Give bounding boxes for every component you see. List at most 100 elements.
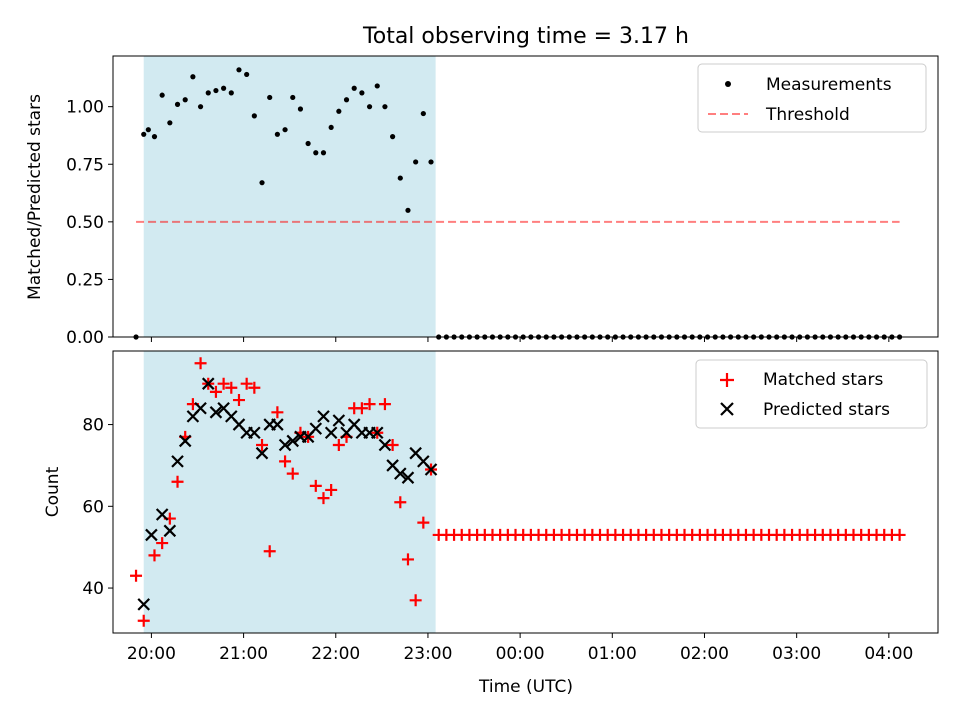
legend-frame: [695, 359, 928, 429]
panel-ratio-frame: [112, 55, 939, 338]
measurement-point: [374, 83, 380, 89]
legend-label-predicted: Predicted stars: [763, 400, 890, 420]
observing-window-shade: [143, 351, 436, 633]
y-tick-label: 0.50: [66, 213, 104, 233]
panel-counts-legend: Matched stars Predicted stars: [695, 359, 928, 429]
measurement-point: [228, 90, 234, 96]
predicted-star-point: [378, 438, 392, 452]
measurement-point: [282, 127, 288, 133]
measurement-point: [397, 175, 403, 181]
matched-star-point: [130, 569, 143, 582]
matched-star-point: [286, 467, 299, 480]
measurement-point: [290, 94, 296, 101]
matched-star-point: [256, 439, 269, 451]
measurement-point: [145, 127, 151, 133]
matched-star-point: [248, 381, 261, 394]
x-tick-label: 21:00: [219, 644, 268, 664]
legend-label-measurements: Measurements: [766, 75, 892, 95]
measurement-point: [405, 207, 411, 213]
measurement-point: [313, 150, 319, 156]
measurement-point: [213, 87, 219, 94]
legend-frame: [697, 63, 927, 133]
measurement-point: [159, 92, 165, 98]
measurement-point: [244, 71, 250, 78]
legend-label-threshold: Threshold: [765, 105, 850, 125]
panel-counts-ylabel: Count: [43, 466, 63, 517]
matched-star-point: [325, 483, 338, 496]
y-tick-label: 0.00: [66, 328, 104, 348]
observing-window-shade: [143, 56, 436, 337]
matched-star-point: [386, 439, 399, 451]
predicted-star-point: [370, 426, 384, 440]
measurement-point: [182, 97, 188, 103]
y-tick-label: 0.25: [66, 270, 104, 290]
y-tick-label: 60: [82, 497, 104, 517]
measurement-point: [190, 74, 196, 80]
predicted-star-point: [286, 434, 300, 448]
matched-star-point: [225, 381, 238, 394]
predicted-star-point: [171, 455, 184, 468]
x-tick-label: 02:00: [680, 644, 729, 664]
x-tick-label: 03:00: [772, 644, 821, 664]
measurement-point: [221, 85, 227, 91]
matched-star-point: [394, 496, 407, 509]
panel-ratio-legend: Measurements Threshold: [697, 63, 927, 133]
y-tick-label: 0.75: [66, 155, 104, 175]
predicted-star-point: [155, 508, 169, 521]
matched-star-point: [263, 545, 276, 558]
measurement-point: [366, 104, 373, 110]
measurement-point: [390, 134, 396, 140]
legend-marker-measurements: [725, 81, 731, 87]
matched-star-point: [309, 479, 322, 492]
measurement-point: [236, 67, 242, 73]
measurement-point: [141, 131, 147, 137]
predicted-star-point: [201, 377, 215, 390]
matched-star-point: [240, 377, 253, 390]
matched-star-point: [363, 398, 376, 411]
predicted-star-point: [178, 434, 192, 448]
matched-star-point: [209, 385, 222, 398]
matched-star-point: [332, 439, 345, 451]
predicted-star-point: [248, 426, 261, 440]
matched-star-point: [893, 528, 906, 541]
measurement-point: [251, 113, 257, 119]
predicted-star-point: [209, 406, 223, 419]
matched-star-point: [417, 516, 430, 529]
measurement-point: [413, 159, 419, 165]
matched-star-point: [217, 377, 230, 390]
measurement-point: [305, 140, 311, 147]
predicted-star-point: [324, 426, 338, 440]
measurement-point: [167, 120, 173, 126]
measurement-point: [328, 124, 334, 131]
matched-star-point: [271, 406, 284, 419]
measurement-point: [336, 108, 342, 114]
matched-star-point: [232, 394, 245, 407]
measurement-point: [274, 131, 280, 137]
predicted-star-point: [137, 598, 151, 611]
matched-star-point: [355, 402, 368, 415]
predicted-star-point: [317, 410, 330, 423]
y-tick-label: 40: [82, 579, 104, 599]
matched-star-point: [194, 357, 207, 370]
predicted-star-point: [401, 471, 415, 484]
panel-ratio-ylabel: Matched/Predicted stars: [25, 94, 45, 300]
x-tick-label: 01:00: [588, 644, 637, 664]
matched-star-point: [317, 492, 330, 505]
measurement-point: [259, 180, 265, 186]
matched-star-point: [378, 398, 391, 411]
panel-ratio-title: Total observing time = 3.17 h: [362, 24, 689, 49]
measurement-point: [351, 85, 357, 91]
matched-star-point: [137, 614, 150, 627]
predicted-star-point: [145, 528, 158, 542]
matched-star-point: [279, 455, 292, 468]
measurement-point: [420, 110, 426, 117]
matched-star-point: [156, 537, 169, 550]
measurement-point: [267, 94, 273, 101]
predicted-star-point: [255, 446, 269, 460]
measurement-point: [428, 159, 434, 165]
predicted-star-point: [394, 467, 407, 480]
x-tick-label: 04:00: [864, 644, 913, 664]
matched-star-point: [171, 475, 184, 488]
panel-counts: 40 60 80 20:00 21:00 22:00 23:00 00:00 01:00 02:…: [43, 350, 939, 697]
